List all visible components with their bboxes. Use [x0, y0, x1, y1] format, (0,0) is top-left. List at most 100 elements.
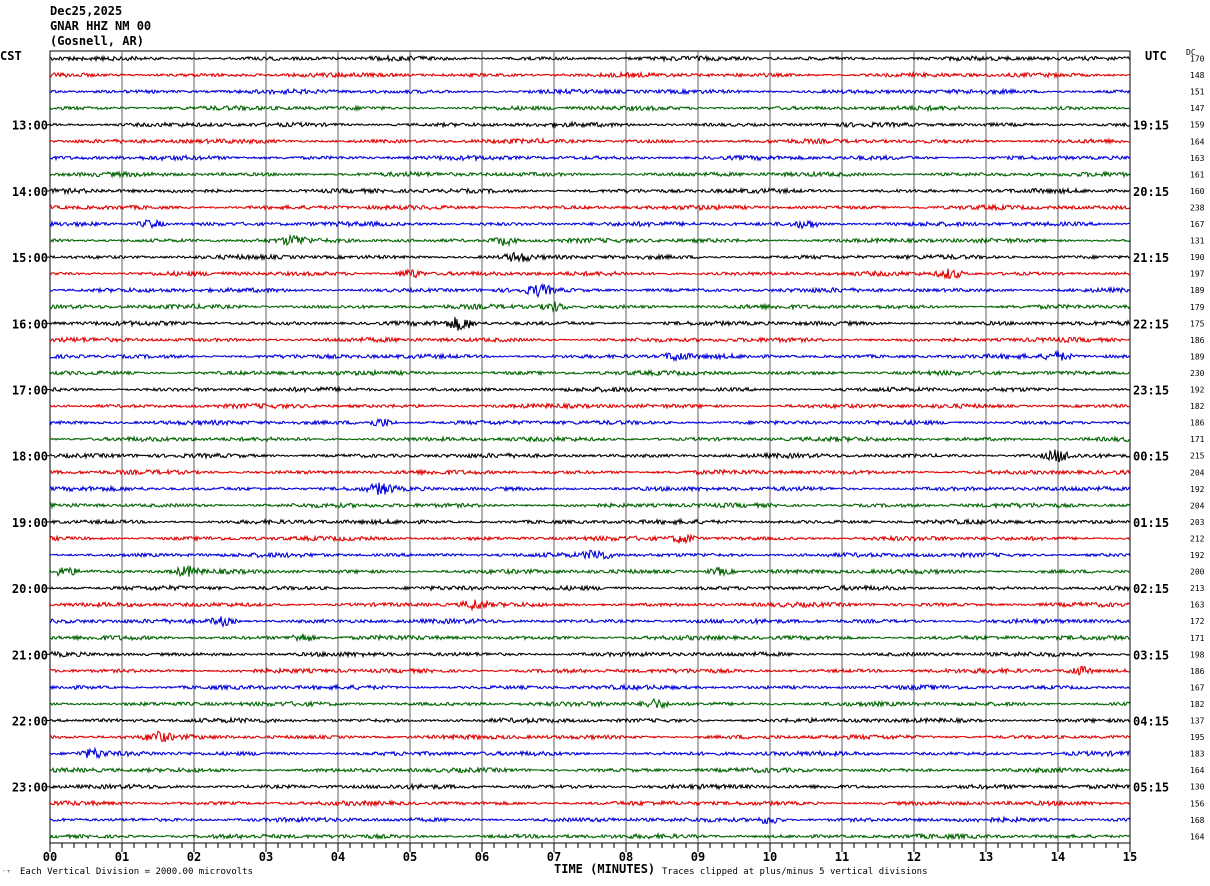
dc-offset-label: 168: [1190, 816, 1205, 825]
seismic-trace: [49, 449, 1131, 463]
seismic-trace: [49, 482, 1131, 496]
dc-offset-label: 163: [1190, 601, 1205, 610]
x-tick-label: 08: [619, 850, 633, 864]
dc-offset-label: 192: [1190, 551, 1205, 560]
seismic-trace: [49, 301, 1131, 313]
right-hour-label: 19:15: [1133, 119, 1169, 133]
x-tick-label: 12: [907, 850, 921, 864]
dc-offset-label: 130: [1190, 783, 1205, 792]
dc-offset-label: 189: [1190, 286, 1205, 295]
left-hour-label: 15:00: [12, 251, 48, 265]
seismic-trace: [49, 799, 1131, 808]
x-tick-label: 01: [115, 850, 129, 864]
seismic-trace: [49, 815, 1131, 825]
dc-offset-label: 164: [1190, 832, 1205, 841]
right-hour-label: 02:15: [1133, 582, 1169, 596]
x-tick-label: 07: [547, 850, 561, 864]
seismic-trace: [49, 730, 1131, 743]
seismic-trace: [49, 765, 1131, 775]
dc-offset-label: 164: [1190, 766, 1205, 775]
seismic-trace: [49, 549, 1131, 561]
scale-note: Each Vertical Division = 2000.00 microvo…: [20, 867, 253, 877]
dc-offset-label: 167: [1190, 683, 1205, 692]
dc-offset-label: 171: [1190, 435, 1205, 444]
dc-offset-label: 204: [1190, 501, 1205, 510]
dc-column-label: DC: [1186, 48, 1196, 57]
x-axis-title: TIME (MINUTES): [554, 862, 656, 876]
seismic-trace: [49, 599, 1131, 612]
seismic-trace: [49, 683, 1131, 692]
dc-offset-label: 175: [1190, 319, 1205, 328]
x-tick-label: 14: [1051, 850, 1065, 864]
left-hour-label: 14:00: [12, 185, 48, 199]
dc-offset-label: 160: [1190, 187, 1205, 196]
dc-offset-label: 182: [1190, 700, 1205, 709]
seismic-trace: [49, 317, 1131, 331]
seismic-trace: [49, 831, 1131, 841]
dc-offset-label: 203: [1190, 518, 1205, 527]
header-station: GNAR HHZ NM 00: [50, 19, 152, 33]
seismic-trace: [49, 385, 1131, 394]
seismic-trace: [49, 87, 1131, 96]
dc-offset-label: 148: [1190, 71, 1205, 80]
dc-offset-label: 186: [1190, 667, 1205, 676]
x-tick-label: 06: [475, 850, 489, 864]
seismic-trace: [49, 186, 1131, 196]
seismic-trace: [49, 633, 1131, 643]
right-hour-label: 04:15: [1133, 715, 1169, 729]
seismic-trace: [49, 418, 1131, 428]
seismic-trace: [49, 697, 1131, 710]
dc-offset-label: 200: [1190, 568, 1205, 577]
x-tick-label: 10: [763, 850, 777, 864]
right-hour-label: 23:15: [1133, 384, 1169, 398]
seismic-trace: [49, 283, 1131, 299]
left-timezone-label: CST: [0, 49, 22, 63]
dc-offset-label: 190: [1190, 253, 1205, 262]
seismic-trace: [49, 616, 1131, 628]
dc-offset-label: 179: [1190, 303, 1205, 312]
dc-offset-label: 182: [1190, 402, 1205, 411]
header-date: Dec25,2025: [50, 4, 123, 18]
seismic-trace: [49, 368, 1131, 378]
x-tick-label: 05: [403, 850, 417, 864]
header-location: (Gosnell, AR): [50, 34, 144, 48]
seismic-trace: [49, 501, 1131, 510]
seismic-trace: [49, 533, 1131, 545]
seismic-trace: [49, 203, 1131, 212]
seismic-trace: [49, 517, 1131, 527]
left-hour-label: 22:00: [12, 715, 48, 729]
seismic-trace: [49, 401, 1131, 411]
dc-offset-label: 195: [1190, 733, 1205, 742]
seismic-trace: [49, 233, 1131, 247]
left-hour-label: 23:00: [12, 781, 48, 795]
seismic-trace: [49, 153, 1131, 163]
dc-offset-label: 163: [1190, 154, 1205, 163]
dc-offset-label: 156: [1190, 799, 1205, 808]
right-hour-label: 03:15: [1133, 648, 1169, 662]
dc-offset-label: 131: [1190, 237, 1205, 246]
dc-offset-label: 164: [1190, 137, 1205, 146]
x-tick-label: 02: [187, 850, 201, 864]
left-hour-label: 18:00: [12, 450, 48, 464]
x-tick-label: 03: [259, 850, 273, 864]
clip-note: Traces clipped at plus/minus 5 vertical …: [662, 867, 928, 877]
dc-offset-label: 170: [1190, 55, 1205, 64]
seismic-trace: [49, 435, 1131, 444]
right-hour-label: 00:15: [1133, 450, 1169, 464]
dc-offset-label: 213: [1190, 584, 1205, 593]
right-hour-label: 01:15: [1133, 516, 1169, 530]
seismic-trace: [49, 218, 1131, 230]
x-tick-label: 09: [691, 850, 705, 864]
seismic-trace: [49, 782, 1131, 792]
left-hour-label: 16:00: [12, 317, 48, 331]
dc-offset-label: 147: [1190, 104, 1205, 113]
left-hour-label: 13:00: [12, 119, 48, 133]
right-hour-label: 22:15: [1133, 317, 1169, 331]
right-hour-label: 21:15: [1133, 251, 1169, 265]
x-tick-label: 15: [1123, 850, 1137, 864]
dc-offset-label: 167: [1190, 220, 1205, 229]
dc-offset-label: 171: [1190, 634, 1205, 643]
dc-offset-label: 186: [1190, 336, 1205, 345]
